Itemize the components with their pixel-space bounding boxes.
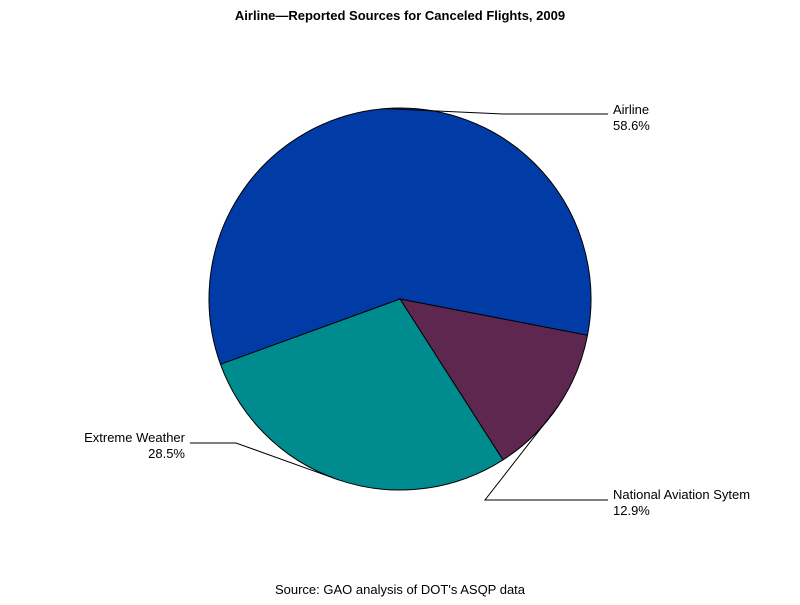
slice-label-national-aviation-sytem: National Aviation Sytem	[613, 487, 750, 502]
slice-value-national-aviation-sytem: 12.9%	[613, 503, 650, 518]
slice-label-extreme-weather: Extreme Weather	[84, 430, 186, 445]
chart-source: Source: GAO analysis of DOT's ASQP data	[275, 582, 526, 597]
slice-value-extreme-weather: 28.5%	[148, 446, 185, 461]
leader-line-airline	[384, 108, 608, 115]
slice-value-airline: 58.6%	[613, 118, 650, 133]
pie-slice-airline	[208, 107, 592, 365]
chart-title: Airline—Reported Sources for Canceled Fl…	[235, 8, 565, 23]
leader-line-national-aviation-sytem	[483, 405, 608, 501]
slice-label-airline: Airline	[613, 102, 649, 117]
pie-slice-national-aviation-sytem	[398, 298, 589, 461]
leader-line-extreme-weather	[190, 442, 339, 481]
pie-slice-extreme-weather	[219, 298, 504, 491]
pie-slices	[208, 107, 592, 491]
